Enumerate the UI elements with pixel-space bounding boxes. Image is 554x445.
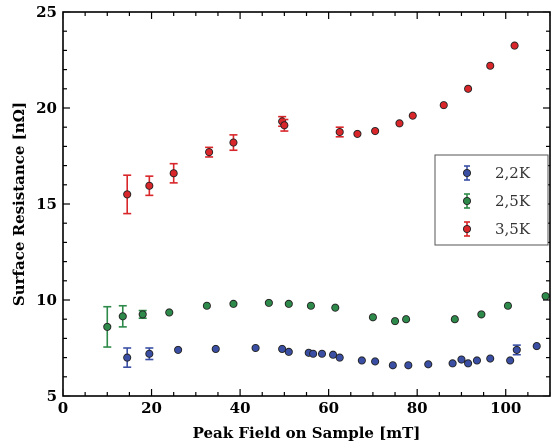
data-point xyxy=(368,313,377,322)
data-point xyxy=(229,138,238,147)
data-point xyxy=(486,61,495,70)
series-1 xyxy=(103,292,550,348)
y-tick-label: 20 xyxy=(36,99,57,117)
data-point xyxy=(145,181,154,190)
data-point xyxy=(331,303,340,312)
data-point xyxy=(439,101,448,110)
data-point xyxy=(264,298,273,307)
data-point xyxy=(464,84,473,93)
y-tick-label: 5 xyxy=(47,387,57,405)
data-marks xyxy=(103,41,550,370)
x-tick-label: 0 xyxy=(58,399,68,417)
data-point xyxy=(202,301,211,310)
x-tick-label: 100 xyxy=(490,399,521,417)
data-point xyxy=(317,349,327,358)
data-point xyxy=(477,310,486,319)
data-point xyxy=(278,344,287,354)
data-point xyxy=(532,342,541,351)
y-tick-label: 10 xyxy=(36,291,57,309)
data-point xyxy=(464,359,473,368)
data-point xyxy=(448,359,457,368)
data-point xyxy=(512,345,521,354)
data-point xyxy=(388,361,397,370)
data-point xyxy=(510,41,519,50)
data-point xyxy=(408,111,417,120)
x-tick-label: 60 xyxy=(318,399,339,417)
data-point xyxy=(211,344,220,354)
data-point xyxy=(309,349,318,358)
data-point xyxy=(506,356,515,365)
data-point xyxy=(280,121,289,130)
data-point xyxy=(284,347,293,356)
data-point xyxy=(395,119,404,128)
legend-label: 3,5K xyxy=(495,220,531,238)
axes: 0 20 40 60 80 100 5 10 15 20 25 xyxy=(36,3,551,417)
data-point xyxy=(424,360,433,369)
y-tick-label: 25 xyxy=(36,3,57,21)
data-point xyxy=(371,126,380,136)
data-point xyxy=(404,361,413,370)
legend-box xyxy=(434,154,549,246)
series-0 xyxy=(123,342,541,370)
data-point xyxy=(335,353,344,362)
y-axis-label: Surface Resistance [nΩ] xyxy=(10,102,28,306)
legend-marker xyxy=(462,196,472,206)
legend: 2,2K 2,5K 3,5K xyxy=(434,154,549,246)
x-axis-label: Peak Field on Sample [mT] xyxy=(193,424,421,442)
data-point xyxy=(457,355,466,364)
data-point xyxy=(390,317,400,326)
data-point xyxy=(472,356,482,365)
data-point xyxy=(284,299,293,308)
data-point xyxy=(165,308,174,317)
legend-marker xyxy=(462,168,472,178)
data-point xyxy=(357,356,366,365)
x-tick-label: 20 xyxy=(141,399,162,417)
data-point xyxy=(353,129,362,138)
data-point xyxy=(103,322,112,331)
x-tick-label: 80 xyxy=(407,399,428,417)
data-point xyxy=(450,315,459,324)
legend-label: 2,2K xyxy=(495,164,531,182)
data-point xyxy=(486,354,495,363)
data-point xyxy=(123,190,132,199)
data-point xyxy=(306,301,315,310)
data-point xyxy=(329,350,338,359)
data-point xyxy=(169,169,178,178)
data-point xyxy=(174,345,183,354)
data-point xyxy=(123,353,132,362)
y-tick-label: 15 xyxy=(36,195,57,213)
legend-marker xyxy=(462,224,472,234)
data-point xyxy=(371,357,380,366)
data-point xyxy=(118,312,127,321)
legend-label: 2,5K xyxy=(495,192,531,210)
data-point xyxy=(251,343,260,353)
series-2 xyxy=(123,41,519,215)
data-point xyxy=(402,315,411,324)
x-tick-label: 40 xyxy=(230,399,251,417)
data-point xyxy=(138,310,147,319)
data-point xyxy=(335,127,344,137)
data-point xyxy=(541,292,550,301)
data-point xyxy=(145,349,154,358)
data-point xyxy=(229,299,238,308)
data-point xyxy=(503,301,512,310)
data-point xyxy=(205,148,214,157)
